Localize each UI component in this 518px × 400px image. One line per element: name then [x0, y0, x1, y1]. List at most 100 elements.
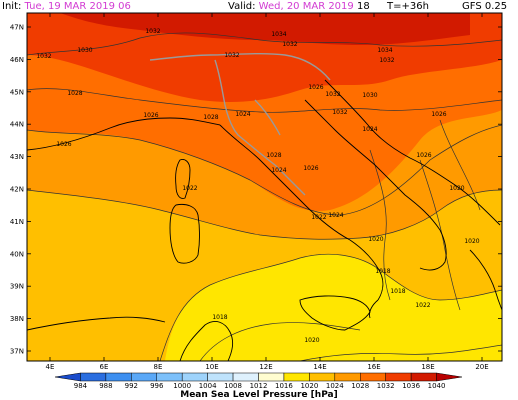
colorbar-label: 1016: [275, 382, 293, 390]
lat-label: 37N: [10, 348, 24, 356]
isobar-label: 1022: [182, 185, 197, 192]
lon-label: 10E: [205, 363, 218, 371]
lat-label: 46N: [10, 56, 24, 64]
isobar-label: 1026: [143, 112, 158, 119]
init-time: Init: Tue, 19 MAR 2019 06: [2, 0, 131, 13]
colorbar-cell: [156, 372, 183, 382]
isobar-label: 1032: [325, 91, 340, 98]
isobar-label: 1028: [266, 152, 281, 159]
colorbar: 984 988 992 996 1000 1004 1008 1012 1016 1020 1024…: [54, 372, 463, 390]
lat-label: 39N: [10, 283, 24, 291]
colorbar-label: 1008: [224, 382, 242, 390]
lon-label: 14E: [313, 363, 326, 371]
isobar-labels: 1032 1032 1032 1034 1032 1030 1028 1032 1034 1026…: [36, 28, 479, 344]
colorbar-cell: [131, 372, 157, 382]
isobar-label: 1022: [311, 214, 326, 221]
colorbar-cell: [283, 372, 310, 382]
colorbar-label: 1000: [173, 382, 191, 390]
pressure-fill: [27, 13, 502, 361]
colorbar-cell: [334, 372, 361, 382]
isobar-label: 1030: [362, 92, 377, 99]
isobar-label: 1032: [379, 57, 394, 64]
valid-value: Wed, 20 MAR 2019: [258, 1, 354, 12]
colorbar-cell: [232, 372, 259, 382]
colorbar-cell: [181, 372, 208, 382]
colorbar-cell: [105, 372, 132, 382]
isobar-label: 1020: [304, 337, 319, 344]
colorbar-label: 1036: [402, 382, 420, 390]
isobar-label: 1026: [416, 152, 431, 159]
colorbar-cell: [436, 372, 463, 382]
lat-label: 41N: [10, 218, 24, 226]
lon-label: 6E: [100, 363, 109, 371]
colorbar-label: 1028: [351, 382, 369, 390]
isobar-label: 1032: [145, 28, 160, 35]
colorbar-cell: [385, 372, 412, 382]
colorbar-cell: [360, 372, 386, 382]
init-hour: 06: [118, 1, 131, 12]
isobar-label: 1034: [271, 31, 286, 38]
colorbar-label: 996: [150, 382, 164, 390]
model-name: GFS 0.25: [462, 1, 508, 12]
colorbar-title: Mean Sea Level Pressure [hPa]: [180, 390, 338, 400]
lat-label: 38N: [10, 315, 24, 323]
isobar-label: 1028: [67, 90, 82, 97]
init-label: Init:: [2, 1, 22, 12]
lon-label: 4E: [46, 363, 55, 371]
colorbar-cell: [54, 372, 81, 382]
lat-label: 40N: [10, 250, 24, 258]
isobar-label: 1024: [271, 167, 286, 174]
valid-time: Valid: Wed, 20 MAR 2019 18: [228, 0, 370, 13]
latitude-ticks: 47N 46N 45N 44N 43N 42N 41N 40N 39N 38N 37N: [10, 24, 502, 356]
colorbar-label: 984: [74, 382, 88, 390]
isobar-label: 1034: [377, 47, 392, 54]
isobar-label: 1020: [368, 236, 383, 243]
isobar-label: 1032: [332, 109, 347, 116]
lon-label: 8E: [154, 363, 163, 371]
colorbar-label: 1032: [377, 382, 395, 390]
colorbar-cell: [410, 372, 437, 382]
isobar-label: 1026: [303, 165, 318, 172]
map-frame: [26, 12, 503, 362]
isobar-label: 1020: [464, 238, 479, 245]
lat-label: 44N: [10, 121, 24, 129]
lead-time: T=+36h: [387, 1, 429, 12]
colorbar-label: 1012: [250, 382, 268, 390]
lon-label: 16E: [367, 363, 380, 371]
isobar-label: 1026: [431, 111, 446, 118]
isobar-label: 1020: [449, 185, 464, 192]
isobar-label: 1026: [308, 84, 323, 91]
colorbar-cell: [258, 372, 285, 382]
isobar-label: 1024: [328, 212, 343, 219]
colorbar-cell: [80, 372, 107, 382]
isobar-label: 1018: [375, 268, 390, 275]
valid-hour: 18: [356, 1, 370, 12]
isobar-label: 1018: [212, 314, 227, 321]
lon-label: 18E: [421, 363, 434, 371]
colorbar-label: 1020: [300, 382, 318, 390]
isobar-label: 1032: [224, 52, 239, 59]
colorbar-cell: [309, 372, 336, 382]
lon-label: 20E: [475, 363, 488, 371]
isobar-label: 1032: [282, 41, 297, 48]
lat-label: 42N: [10, 186, 24, 194]
isobar-label: 1026: [56, 141, 71, 148]
coastlines: [27, 79, 502, 361]
isobar-label: 1022: [415, 302, 430, 309]
isobar-label: 1024: [235, 111, 250, 118]
colorbar-label: 988: [99, 382, 112, 390]
lat-label: 47N: [10, 24, 24, 32]
valid-label: Valid:: [228, 1, 256, 12]
colorbar-label: 1040: [428, 382, 446, 390]
lat-label: 45N: [10, 88, 24, 96]
isobar-label: 1032: [36, 53, 51, 60]
colorbar-label: 1024: [326, 382, 344, 390]
isobar-label: 1028: [203, 114, 218, 121]
isobar-label: 1030: [77, 47, 92, 54]
colorbar-cell: [207, 372, 234, 382]
isobar-lines: [27, 32, 502, 361]
init-value: Tue, 19 MAR 2019: [24, 1, 115, 12]
lon-label: 12E: [259, 363, 272, 371]
isobar-label: 1024: [362, 126, 377, 133]
